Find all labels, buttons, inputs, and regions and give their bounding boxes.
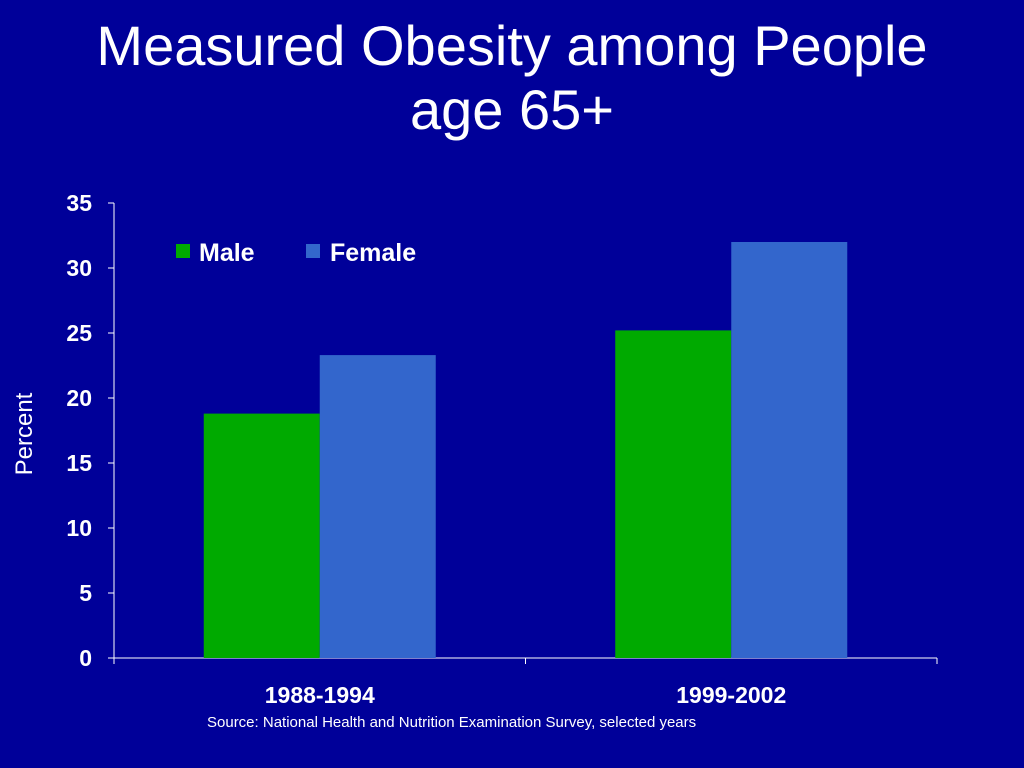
legend-swatch-female — [306, 244, 320, 258]
slide-title: Measured Obesity among People age 65+ — [0, 14, 1024, 142]
y-tick-label: 25 — [66, 320, 92, 346]
y-tick-label: 15 — [66, 450, 92, 476]
y-tick-label: 5 — [79, 580, 92, 606]
title-line-2: age 65+ — [410, 78, 614, 141]
x-category-label: 1988-1994 — [265, 682, 375, 708]
legend-label-male: Male — [199, 239, 255, 267]
y-tick-label: 10 — [66, 515, 92, 541]
y-tick-label: 0 — [79, 645, 92, 671]
bar-male-1988-1994 — [203, 413, 320, 658]
y-tick-label: 20 — [66, 385, 92, 411]
y-tick-label: 35 — [66, 190, 92, 216]
bar-male-1999-2002 — [615, 330, 732, 658]
legend-label-female: Female — [330, 239, 416, 267]
y-tick-label: 30 — [66, 255, 92, 281]
y-axis-title: Percent — [11, 392, 38, 475]
x-category-label: 1999-2002 — [676, 682, 786, 708]
legend-swatch-male — [176, 244, 190, 258]
source-note: Source: National Health and Nutrition Ex… — [207, 714, 697, 731]
title-line-1: Measured Obesity among People — [96, 14, 928, 77]
bar-female-1988-1994 — [319, 355, 436, 658]
bar-female-1999-2002 — [731, 242, 848, 658]
